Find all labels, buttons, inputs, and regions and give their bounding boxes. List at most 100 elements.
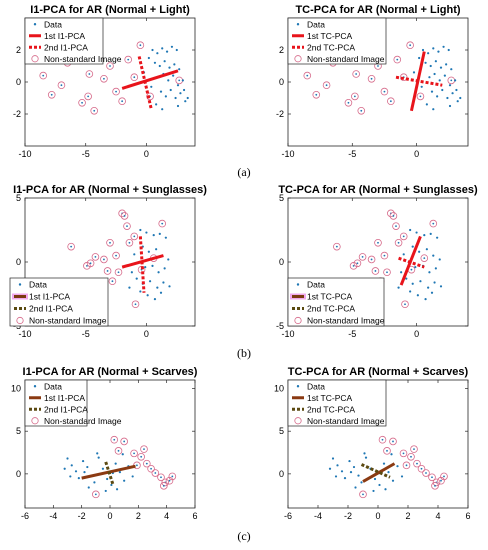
nonstandard-center [94, 255, 97, 258]
nonstandard-point [358, 253, 367, 261]
nonstandard-point [429, 219, 438, 228]
legend-marker-data [296, 23, 300, 26]
data-point [155, 103, 158, 106]
pc1-line [362, 462, 396, 483]
data-point [363, 452, 366, 455]
data-point [178, 68, 181, 71]
y-tick-label: 2 [16, 45, 21, 55]
nonstandard-center [420, 467, 423, 470]
y-tick-label: 0 [279, 77, 284, 87]
nonstandard-center [370, 77, 373, 80]
data-point [438, 258, 441, 261]
data-point [373, 477, 377, 481]
data-point [331, 457, 335, 460]
data-point [156, 286, 159, 289]
nonstandard-point [92, 490, 100, 499]
chart-title: I1-PCA for AR (Normal + Light) [30, 4, 190, 16]
pc2-line [104, 461, 115, 485]
nonstandard-center [416, 462, 418, 465]
data-point [118, 471, 122, 474]
nonstandard-point [416, 92, 425, 101]
data-point [438, 79, 441, 82]
nonstandard-point [389, 437, 397, 446]
pc2-line [360, 463, 391, 479]
legend-marker-nonstandard [16, 316, 24, 325]
nonstandard-point [380, 87, 389, 96]
nonstandard-point [67, 242, 75, 251]
nonstandard-center [121, 100, 124, 103]
nonstandard-point [130, 232, 139, 241]
nonstandard-point [112, 87, 120, 96]
data-point [128, 286, 131, 289]
data-point [168, 66, 171, 69]
nonstandard-center [402, 235, 405, 238]
y-tick-label: 5 [279, 426, 284, 436]
data-point [434, 60, 437, 63]
nonstandard-center [133, 235, 136, 238]
nonstandard-center [443, 475, 445, 478]
subfigure-label: (a) [237, 165, 250, 179]
legend-label: 2nd I1-PCA [44, 404, 88, 414]
data-point [83, 471, 86, 474]
y-tick-label: 5 [16, 426, 21, 436]
nonstandard-point [39, 71, 48, 80]
nonstandard-center [389, 100, 392, 103]
y-tick-label: 2 [279, 45, 284, 55]
data-point [409, 290, 412, 293]
legend-label: Non-standard Image [307, 416, 385, 426]
nonstandard-point [351, 92, 359, 101]
data-point [348, 459, 351, 463]
data-point [115, 488, 119, 491]
nonstandard-point [322, 81, 331, 89]
data-point [74, 470, 78, 473]
nonstandard-point [100, 255, 108, 264]
x-tick-label: 4 [435, 511, 440, 521]
nonstandard-center [315, 93, 318, 96]
nonstandard-center [171, 475, 174, 478]
nonstandard-center [395, 225, 397, 228]
nonstandard-center [360, 109, 363, 112]
data-point [378, 483, 381, 487]
nonstandard-center [431, 476, 433, 479]
data-point [114, 462, 117, 465]
nonstandard-point [84, 92, 92, 101]
nonstandard-center [419, 95, 422, 98]
data-point [159, 90, 163, 93]
data-point [63, 467, 66, 470]
nonstandard-point [440, 472, 448, 481]
data-point [429, 64, 432, 68]
data-point [411, 245, 414, 248]
nonstandard-center [347, 101, 350, 104]
legend: Data 1st I1-PCA 2nd I1-PCA Non-standard Ima… [9, 277, 109, 327]
data-point [409, 228, 412, 232]
data-point [418, 56, 421, 60]
nonstandard-point [103, 267, 112, 275]
legend-marker-nonstandard [294, 417, 302, 425]
data-point [448, 104, 452, 108]
data-point [155, 248, 158, 251]
nonstandard-center [60, 84, 63, 87]
pc2-line [137, 56, 153, 110]
x-tick-label: 0 [144, 149, 149, 159]
legend-label: 1st TC-PCA [307, 292, 353, 302]
data-point [93, 481, 96, 484]
nonstandard-point [106, 62, 114, 70]
data-point [167, 79, 170, 82]
nonstandard-point [158, 219, 167, 228]
legend-label: Non-standard Image [307, 54, 385, 64]
data-point [439, 285, 443, 288]
x-tick-label: -10 [18, 329, 31, 339]
nonstandard-point [140, 445, 148, 453]
legend-box [287, 379, 387, 427]
data-point [145, 231, 148, 234]
data-point [130, 271, 133, 274]
nonstandard-center [109, 241, 111, 244]
data-point [455, 88, 458, 92]
data-point [144, 266, 147, 269]
data-point [334, 475, 338, 478]
nonstandard-point [91, 253, 100, 261]
data-point [459, 96, 462, 100]
data-point [424, 61, 427, 64]
nonstandard-center [423, 257, 426, 260]
x-tick-label: -5 [348, 149, 356, 159]
